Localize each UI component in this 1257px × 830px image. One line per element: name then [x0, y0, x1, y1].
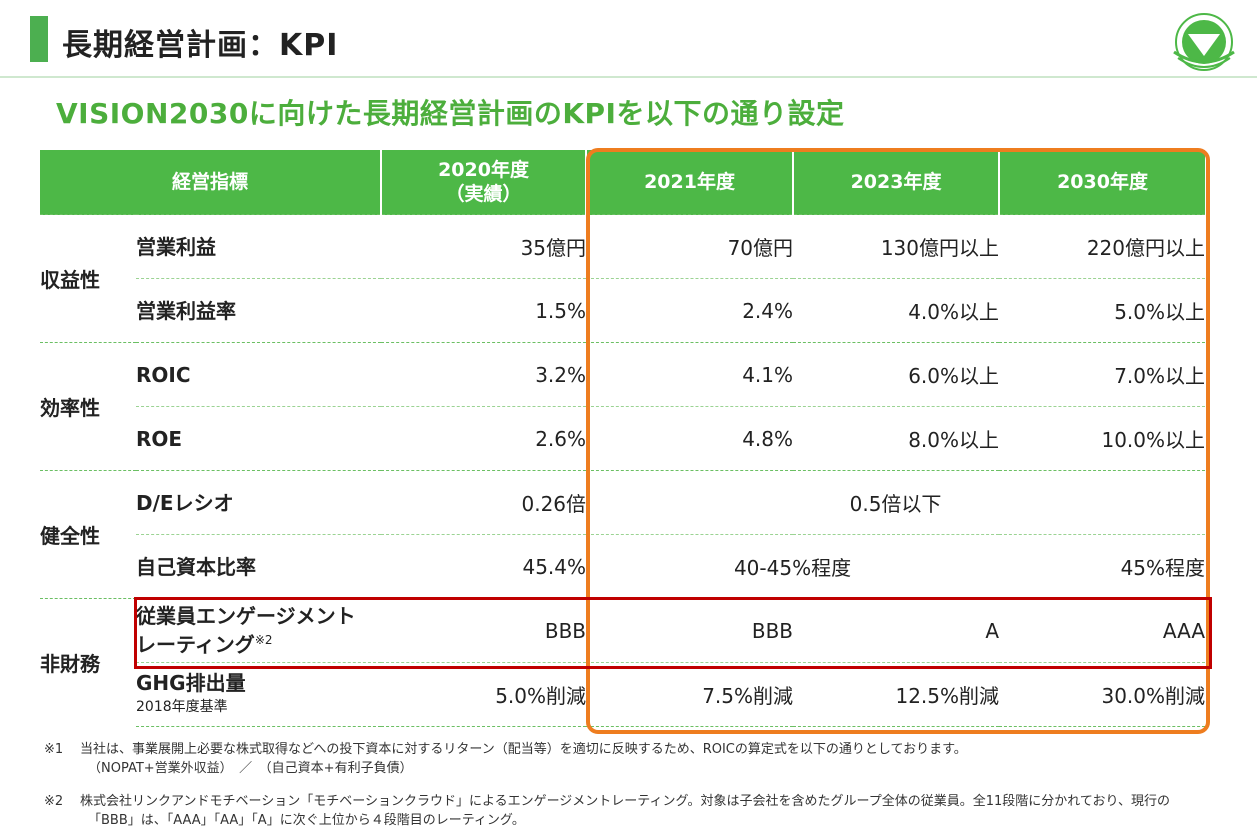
footnote-1-text: 当社は、事業展開上必要な株式取得などへの投下資本に対するリターン（配当等）を適切… — [80, 742, 967, 757]
item-label-engagement: 従業員エンゲージメント レーティング※2 — [136, 598, 382, 663]
footnote-2: ※2 株式会社リンクアンドモチベーション「モチベーションクラウド」によるエンゲージ… — [44, 792, 1170, 830]
item-label: 営業利益率 — [136, 278, 382, 343]
header-accent-bar — [30, 16, 48, 62]
item-label-main: GHG排出量 — [136, 670, 246, 695]
value-2030: 7.0%以上 — [999, 342, 1206, 407]
header-2020-label: 2020年度 — [438, 159, 529, 181]
header-2020-actual: （実績） — [445, 183, 522, 205]
slide-subtitle: VISION2030に向けた長期経営計画のKPIを以下の通り設定 — [56, 97, 845, 130]
footnote-1-formula: （NOPAT+営業外収益） ／ （自己資本+有利子負債） — [88, 761, 413, 776]
value-2020: 45.4% — [381, 534, 587, 599]
value-2020: 35億円 — [381, 214, 587, 279]
footnote-2-text: 株式会社リンクアンドモチベーション「モチベーションクラウド」によるエンゲージメン… — [80, 794, 1170, 809]
footnote-2-mark: ※2 — [44, 794, 64, 809]
value-2020: 2.6% — [381, 406, 587, 471]
value-2023: A — [793, 598, 1000, 663]
value-2020: 1.5% — [381, 278, 587, 343]
page-title: 長期経営計画：KPI — [62, 28, 339, 63]
value-2023: 130億円以上 — [793, 214, 1000, 279]
table-row: 営業利益率 1.5% 2.4% 4.0%以上 5.0%以上 — [40, 278, 1206, 343]
value-2021: 2.4% — [586, 278, 794, 343]
value-2021: 70億円 — [586, 214, 794, 279]
table-header-row: 経営指標 2020年度 （実績） 2021年度 2023年度 2030年度 — [40, 150, 1206, 215]
value-2030: 30.0%削減 — [999, 662, 1206, 727]
item-label: ROIC — [136, 342, 382, 407]
table-row: 健全性 D/Eレシオ 0.26倍 0.5倍以下 — [40, 470, 1206, 599]
value-2021: BBB — [586, 598, 794, 663]
category-nonfinancial: 非財務 — [40, 598, 136, 727]
value-2021-2030-merged: 0.5倍以下 — [586, 470, 1206, 535]
value-2023: 6.0%以上 — [793, 342, 1000, 407]
item-label: 営業利益 — [136, 214, 382, 279]
value-2020: 5.0%削減 — [381, 662, 587, 727]
value-2030: AAA — [999, 598, 1206, 663]
item-label-ghg: GHG排出量 2018年度基準 — [136, 662, 382, 727]
value-2030: 45%程度 — [999, 534, 1206, 599]
value-2030: 10.0%以上 — [999, 406, 1206, 471]
value-2020: 3.2% — [381, 342, 587, 407]
category-soundness: 健全性 — [40, 470, 136, 599]
table-row: ROE 2.6% 4.8% 8.0%以上 10.0%以上 — [40, 406, 1206, 471]
header-divider — [0, 76, 1257, 78]
table-row: GHG排出量 2018年度基準 5.0%削減 7.5%削減 12.5%削減 30… — [40, 662, 1206, 727]
value-2021: 4.1% — [586, 342, 794, 407]
footnote-2-text-cont: 「BBB」は、「AAA」「AA」「A」に次ぐ上位から４段階目のレーティング。 — [88, 813, 525, 828]
footnote-1-mark: ※1 — [44, 742, 64, 757]
value-2021: 7.5%削減 — [586, 662, 794, 727]
table-row: 収益性 営業利益 35億円 70億円 130億円以上 220億円以上 — [40, 214, 1206, 343]
header-2021: 2021年度 — [585, 150, 794, 215]
kpi-table: 経営指標 2020年度 （実績） 2021年度 2023年度 2030年度 収益… — [40, 150, 1206, 727]
category-efficiency: 効率性 — [40, 342, 136, 471]
header-2020: 2020年度 （実績） — [380, 150, 587, 215]
value-2020: BBB — [381, 598, 587, 663]
footnote-ref: ※2 — [254, 633, 273, 648]
item-label-subnote: 2018年度基準 — [136, 698, 228, 715]
value-2023: 4.0%以上 — [793, 278, 1000, 343]
item-label: 自己資本比率 — [136, 534, 382, 599]
header-2023: 2023年度 — [792, 150, 1000, 215]
value-2020: 0.26倍 — [381, 470, 587, 535]
value-2030: 5.0%以上 — [999, 278, 1206, 343]
footnote-1: ※1 当社は、事業展開上必要な株式取得などへの投下資本に対するリターン（配当等）を… — [44, 740, 967, 778]
header-metric: 経営指標 — [40, 150, 382, 215]
item-label-line1: 従業員エンゲージメント — [136, 604, 356, 629]
item-label-line2: レーティング — [136, 632, 255, 657]
value-2021-2023-merged: 40-45%程度 — [586, 534, 1000, 599]
value-2021: 4.8% — [586, 406, 794, 471]
value-2030: 220億円以上 — [999, 214, 1206, 279]
table-row: 効率性 ROIC 3.2% 4.1% 6.0%以上 7.0%以上 — [40, 342, 1206, 471]
item-label: D/Eレシオ — [136, 470, 382, 535]
value-2023: 12.5%削減 — [793, 662, 1000, 727]
table-row: 自己資本比率 45.4% 40-45%程度 45%程度 — [40, 534, 1206, 599]
table-row: 非財務 従業員エンゲージメント レーティング※2 BBB BBB A AAA — [40, 598, 1206, 727]
item-label: ROE — [136, 406, 382, 471]
category-profitability: 収益性 — [40, 214, 136, 343]
header-2030: 2030年度 — [998, 150, 1206, 215]
company-logo-icon — [1173, 13, 1235, 71]
value-2023: 8.0%以上 — [793, 406, 1000, 471]
